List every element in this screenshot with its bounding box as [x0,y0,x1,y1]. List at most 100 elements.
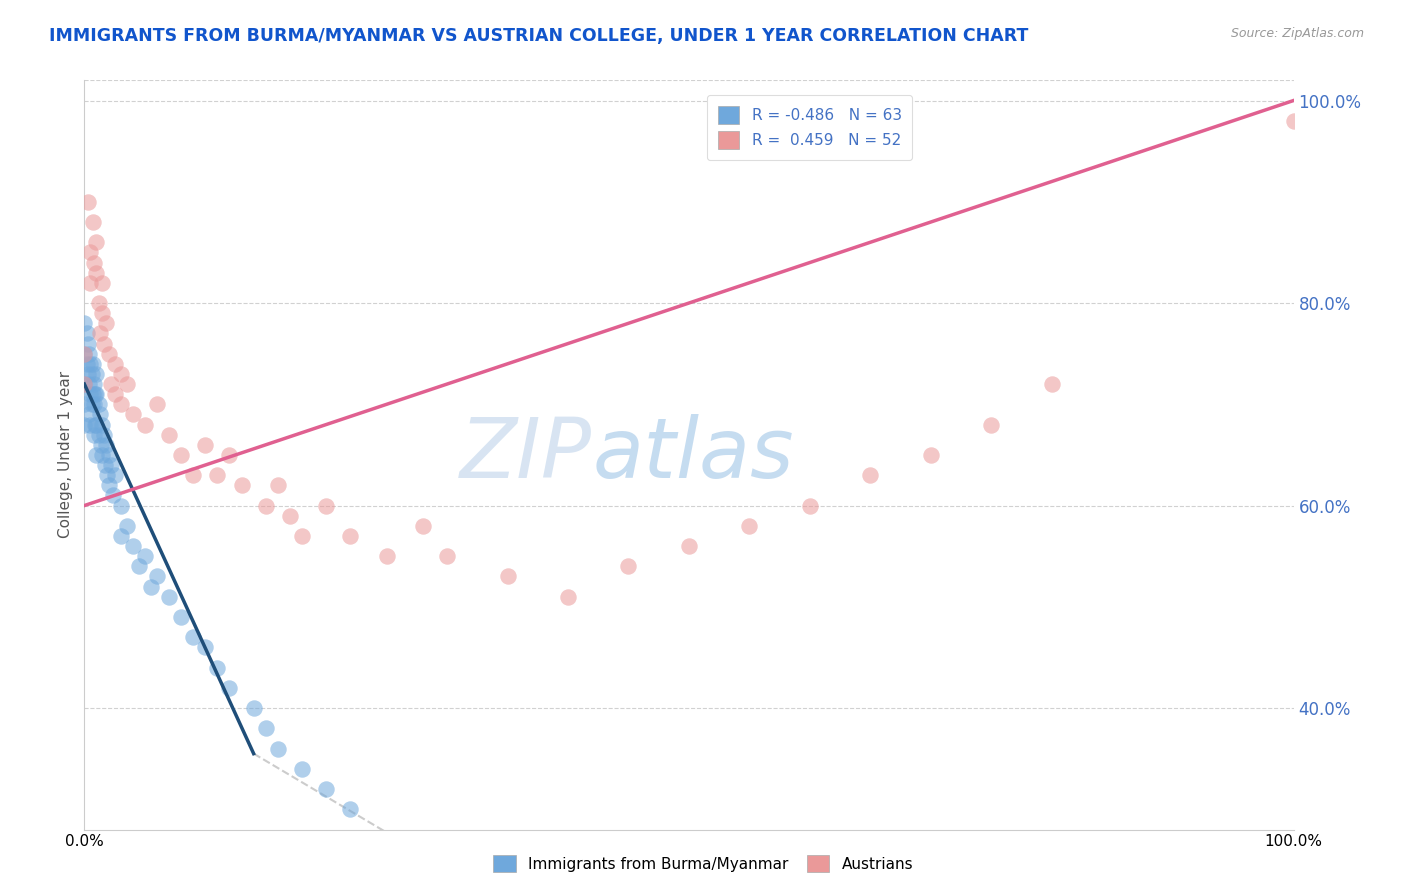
Point [194,640,217,655]
Point [77,336,100,351]
Point [110,499,132,513]
Point [86,235,108,250]
Point [254,499,277,513]
Point [170,448,193,462]
Point [254,721,277,735]
Point [89,326,111,341]
Point [86,448,108,462]
Point [77,408,100,422]
Point [80,397,103,411]
Point [73,316,96,330]
Point [115,377,138,392]
Point [104,468,127,483]
Point [218,681,240,695]
Point [77,377,100,392]
Point [121,539,143,553]
Point [82,387,104,401]
Point [339,529,361,543]
Point [103,488,125,502]
Legend: Immigrants from Burma/Myanmar, Austrians: Immigrants from Burma/Myanmar, Austrians [485,847,921,880]
Point [100,377,122,392]
Point [83,377,105,392]
Point [79,276,101,290]
Point [87,397,110,411]
Point [87,427,110,442]
Point [267,478,290,492]
Point [76,326,98,341]
Point [73,377,96,392]
Point [738,518,761,533]
Point [207,660,229,674]
Point [617,559,640,574]
Point [799,499,821,513]
Point [97,448,120,462]
Point [146,569,169,583]
Point [181,630,204,644]
Point [218,448,240,462]
Point [375,549,398,564]
Point [146,397,169,411]
Point [859,468,882,483]
Point [82,215,104,229]
Point [91,306,114,320]
Point [83,255,105,269]
Point [96,468,118,483]
Point [100,458,122,472]
Point [83,397,105,411]
Point [73,346,96,360]
Point [79,387,101,401]
Point [94,316,117,330]
Point [181,468,204,483]
Point [80,367,103,381]
Point [291,762,314,776]
Point [1040,377,1063,392]
Point [121,408,143,422]
Point [157,427,180,442]
Point [97,346,120,360]
Point [83,427,105,442]
Point [93,427,115,442]
Point [94,438,117,452]
Point [89,408,111,422]
Point [920,448,942,462]
Point [84,417,107,432]
Point [91,417,114,432]
Point [110,529,132,543]
Point [90,438,112,452]
Point [110,367,132,381]
Point [412,518,434,533]
Point [73,377,96,392]
Point [194,438,217,452]
Point [1282,113,1305,128]
Point [84,387,107,401]
Point [104,387,127,401]
Point [231,478,253,492]
Point [73,346,96,360]
Point [496,569,519,583]
Point [76,357,98,371]
Point [115,518,138,533]
Point [278,508,301,523]
Point [97,478,120,492]
Point [87,296,110,310]
Point [77,346,100,360]
Point [82,357,104,371]
Point [77,194,100,209]
Point [134,417,156,432]
Text: ZIP: ZIP [460,415,592,495]
Point [86,417,108,432]
Y-axis label: College, Under 1 year: College, Under 1 year [58,371,73,539]
Point [86,367,108,381]
Point [91,276,114,290]
Point [315,499,337,513]
Point [91,448,114,462]
Point [77,367,100,381]
Point [110,397,132,411]
Point [93,336,115,351]
Point [128,559,150,574]
Text: atlas: atlas [592,415,794,495]
Legend: R = -0.486   N = 63, R =  0.459   N = 52: R = -0.486 N = 63, R = 0.459 N = 52 [707,95,912,160]
Text: Source: ZipAtlas.com: Source: ZipAtlas.com [1230,27,1364,40]
Point [79,245,101,260]
Point [291,529,314,543]
